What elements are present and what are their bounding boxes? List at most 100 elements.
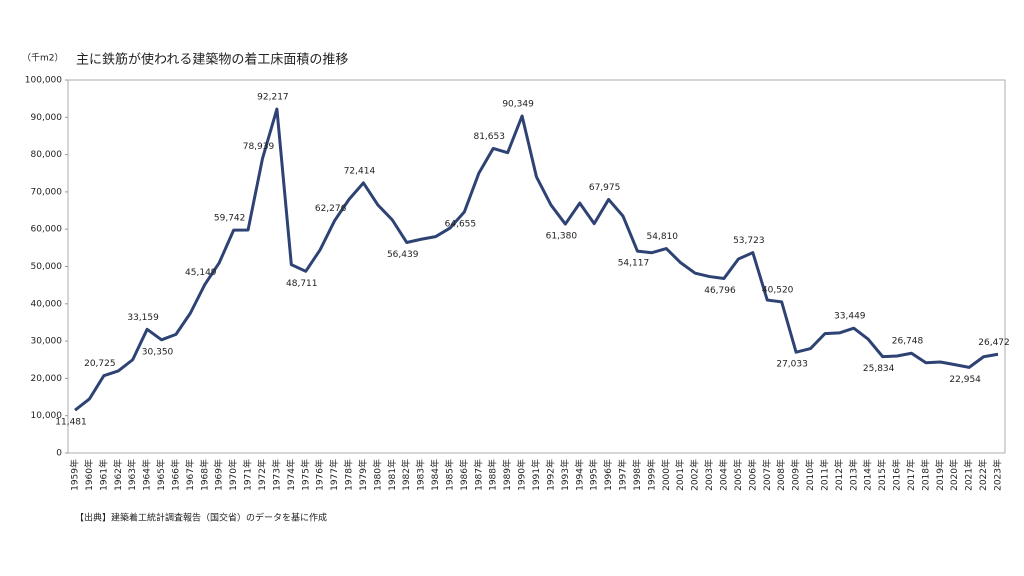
x-tick-label: 1981年 — [386, 459, 398, 491]
y-tick-label: 10,000 — [31, 411, 63, 421]
x-tick-label: 2010年 — [804, 459, 816, 491]
x-tick-label: 2016年 — [891, 459, 903, 491]
x-tick-label: 1989年 — [501, 459, 513, 491]
x-tick-label: 1961年 — [97, 459, 109, 491]
y-tick-label: 60,000 — [31, 225, 63, 235]
x-tick-label: 1975年 — [299, 459, 311, 491]
x-tick-label: 1988年 — [487, 459, 499, 491]
x-tick-label: 1976年 — [314, 459, 326, 491]
y-tick-label: 100,000 — [25, 76, 62, 86]
x-tick-label: 2022年 — [977, 459, 989, 491]
value-label: 26,472 — [978, 338, 1010, 348]
x-tick-label: 2003年 — [703, 459, 715, 491]
value-label: 30,350 — [142, 347, 174, 357]
x-tick-label: 1998年 — [631, 459, 643, 491]
x-tick-label: 1968年 — [198, 459, 210, 491]
x-tick-label: 1986年 — [458, 459, 470, 491]
x-tick-label: 1962年 — [112, 459, 124, 491]
x-tick-label: 1996年 — [602, 459, 614, 491]
x-tick-label: 2004年 — [717, 459, 729, 491]
x-tick-label: 2020年 — [948, 459, 960, 491]
value-label: 46,796 — [704, 286, 736, 296]
x-tick-label: 2013年 — [847, 459, 859, 491]
x-tick-label: 1972年 — [256, 459, 268, 491]
value-label: 61,380 — [546, 232, 578, 242]
value-label: 59,742 — [214, 214, 246, 224]
value-label: 48,711 — [286, 279, 318, 289]
y-tick-label: 70,000 — [31, 187, 63, 197]
value-label: 25,834 — [863, 364, 895, 374]
x-tick-label: 2008年 — [775, 459, 787, 491]
x-tick-label: 1982年 — [400, 459, 412, 491]
x-tick-label: 1964年 — [141, 459, 153, 491]
y-tick-label: 50,000 — [31, 262, 63, 272]
y-tick-label: 90,000 — [31, 113, 63, 123]
value-label: 54,810 — [647, 232, 679, 242]
x-tick-label: 2007年 — [761, 459, 773, 491]
value-label: 40,520 — [762, 285, 794, 295]
x-tick-label: 2009年 — [790, 459, 802, 491]
x-tick-label: 1992年 — [544, 459, 556, 491]
x-tick-label: 1983年 — [415, 459, 427, 491]
x-tick-label: 2005年 — [732, 459, 744, 491]
x-tick-label: 1959年 — [69, 459, 81, 491]
x-tick-label: 1993年 — [559, 459, 571, 491]
x-tick-label: 1960年 — [83, 459, 95, 491]
x-tick-label: 1970年 — [227, 459, 239, 491]
x-tick-label: 2012年 — [833, 459, 845, 491]
x-tick-label: 1979年 — [357, 459, 369, 491]
x-tick-label: 2001年 — [674, 459, 686, 491]
y-tick-label: 80,000 — [31, 150, 63, 160]
y-axis-unit: （千m2） — [22, 53, 64, 64]
data-line — [74, 107, 999, 412]
x-tick-label: 1973年 — [270, 459, 282, 491]
x-tick-label: 1965年 — [155, 459, 167, 491]
x-tick-label: 1994年 — [573, 459, 585, 491]
chart-title: 主に鉄筋が使われる建築物の着工床面積の推移 — [76, 52, 348, 68]
x-tick-label: 1977年 — [328, 459, 340, 491]
x-tick-label: 1995年 — [588, 459, 600, 491]
plot-frame — [67, 79, 1006, 454]
x-tick-label: 1978年 — [343, 459, 355, 491]
value-label: 11,481 — [55, 418, 87, 428]
value-label: 90,349 — [502, 99, 534, 109]
x-tick-label: 1987年 — [472, 459, 484, 491]
x-tick-label: 2011年 — [818, 459, 830, 491]
value-label: 22,954 — [949, 375, 981, 385]
y-tick-label: 30,000 — [31, 337, 63, 347]
x-tick-label: 1984年 — [429, 459, 441, 491]
x-tick-label: 2017年 — [905, 459, 917, 491]
x-tick-label: 2019年 — [934, 459, 946, 491]
value-label: 53,723 — [733, 236, 765, 246]
y-tick-label: 20,000 — [31, 374, 63, 384]
x-tick-label: 2023年 — [992, 459, 1004, 491]
x-tick-label: 1985年 — [443, 459, 455, 491]
y-tick-label: 40,000 — [31, 299, 63, 309]
value-label: 33,159 — [127, 313, 159, 323]
x-tick-label: 2015年 — [876, 459, 888, 491]
x-tick-label: 1963年 — [126, 459, 138, 491]
value-label: 92,217 — [257, 93, 289, 103]
value-label: 33,449 — [834, 312, 866, 322]
x-tick-label: 2021年 — [963, 459, 975, 491]
value-label: 62,276 — [315, 204, 347, 214]
source-note: 【出典】建築着工統計調査報告（国交省）のデータを基に作成 — [75, 512, 327, 524]
x-tick-label: 2014年 — [862, 459, 874, 491]
x-tick-label: 2002年 — [689, 459, 701, 491]
value-label: 27,033 — [776, 360, 808, 370]
x-tick-label: 1990年 — [516, 459, 528, 491]
x-tick-label: 1997年 — [617, 459, 629, 491]
value-label: 64,655 — [445, 219, 477, 229]
x-tick-label: 1969年 — [213, 459, 225, 491]
value-label: 67,975 — [589, 183, 621, 193]
x-tick-label: 2000年 — [660, 459, 672, 491]
value-label: 54,117 — [618, 259, 650, 269]
value-label: 20,725 — [84, 359, 116, 369]
x-tick-label: 1999年 — [645, 459, 657, 491]
x-tick-label: 1980年 — [371, 459, 383, 491]
x-tick-label: 1966年 — [169, 459, 181, 491]
x-tick-label: 2018年 — [919, 459, 931, 491]
x-tick-label: 1967年 — [184, 459, 196, 491]
x-tick-label: 1974年 — [285, 459, 297, 491]
